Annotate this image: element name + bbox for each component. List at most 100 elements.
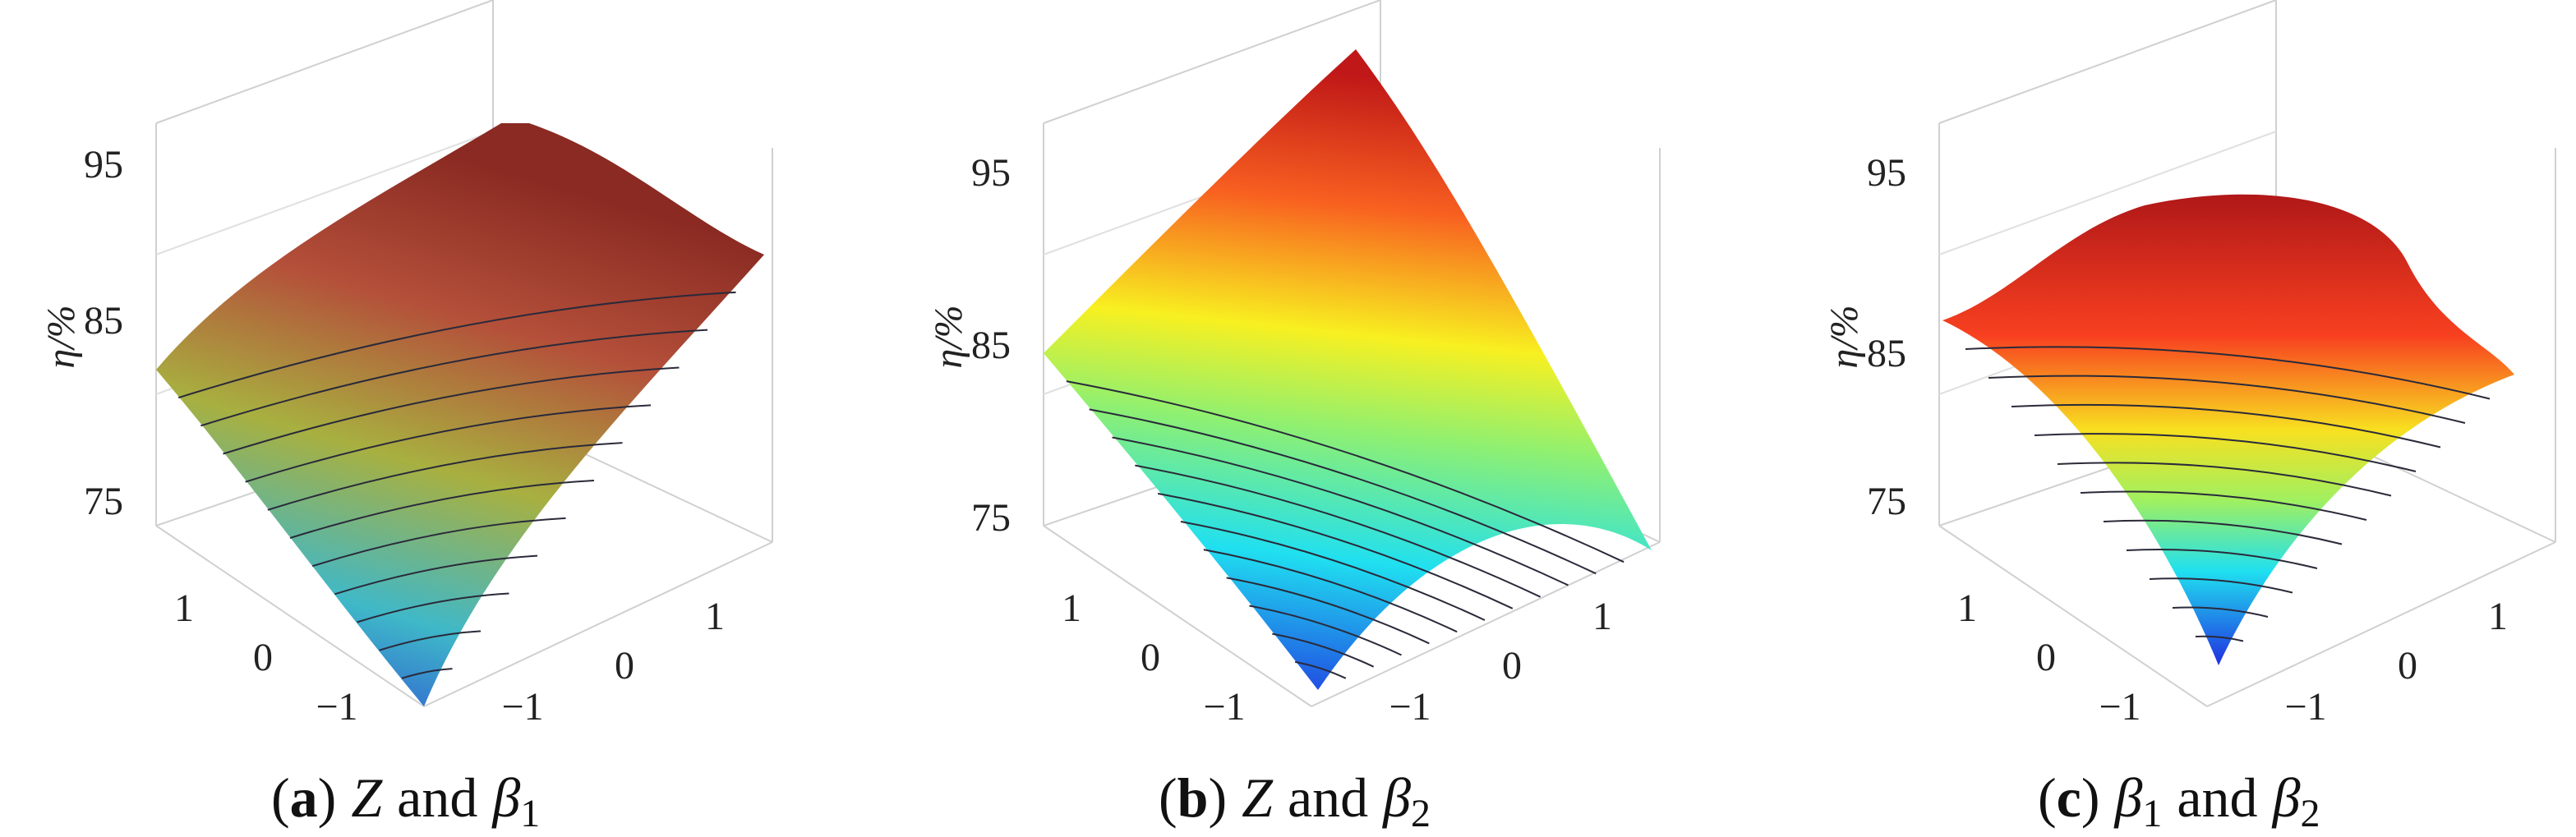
contour-line: [1180, 521, 1486, 621]
caption-part: a: [290, 766, 318, 829]
right-tick-label: −1: [2284, 685, 2326, 729]
contour-line: [2057, 462, 2392, 497]
caption-part: 1: [520, 792, 540, 835]
z-tick-label: 75: [84, 480, 123, 523]
caption-part: and: [1288, 766, 1368, 829]
contour-line: [401, 668, 453, 679]
contour-line: [200, 329, 708, 427]
contour-line: [1112, 436, 1569, 586]
contour-line: [245, 404, 652, 483]
contour-line: [1249, 605, 1402, 656]
z-tick-label: 85: [1867, 332, 1906, 375]
z-axis-label: η/%: [927, 305, 970, 368]
box-line: [155, 0, 494, 124]
contour-line: [2080, 490, 2367, 521]
grid-line: [1938, 131, 2277, 255]
right-tick-label: 0: [615, 644, 634, 688]
box-line: [1311, 541, 1661, 707]
caption-part: β: [1381, 766, 1411, 829]
right-tick-label: 0: [1502, 644, 1522, 688]
box-line: [1938, 525, 2208, 707]
contour-line: [1157, 492, 1514, 609]
surface: [156, 123, 764, 706]
contour-line: [357, 592, 509, 623]
contour-line: [1203, 549, 1458, 633]
right-tick-label: 1: [705, 595, 725, 638]
contour-line: [2126, 549, 2318, 569]
caption-part: (: [2038, 766, 2057, 829]
z-axis-label: η/%: [1823, 305, 1866, 368]
contour-line: [2195, 635, 2244, 642]
contour-line: [311, 517, 566, 568]
contour-line: [1988, 375, 2466, 424]
caption-part: ): [1208, 766, 1227, 829]
contour-line: [1226, 577, 1430, 645]
z-tick-label: 95: [1867, 151, 1906, 195]
left-tick-label: 1: [174, 586, 194, 630]
surface: [1044, 49, 1652, 690]
z-axis-label: η/%: [39, 305, 83, 368]
contour-line: [223, 366, 680, 455]
box-line: [423, 541, 773, 707]
left-tick-label: −1: [316, 685, 357, 729]
right-tick-label: 1: [2488, 595, 2508, 638]
right-tick-label: −1: [1389, 685, 1431, 729]
z-tick-label: 95: [971, 151, 1011, 195]
left-tick-label: 0: [1141, 636, 1160, 679]
contour-line: [1066, 380, 1624, 563]
caption-part: (: [1159, 766, 1177, 829]
box-line: [155, 525, 425, 707]
contour-line: [2172, 606, 2269, 618]
z-tick-label: 85: [84, 299, 123, 343]
contour-line: [177, 291, 736, 399]
caption: (c) β1 and β2: [2038, 766, 2320, 835]
caption-part: Z: [351, 766, 383, 829]
z-tick-label: 75: [1867, 480, 1906, 523]
left-tick-label: 1: [1957, 586, 1977, 630]
z-tick-label: 85: [971, 324, 1011, 367]
contour-line: [1294, 660, 1347, 679]
contour-line: [1089, 408, 1597, 575]
contour-line: [2149, 577, 2293, 594]
caption-part: 2: [2300, 792, 2320, 835]
right-tick-label: 1: [1592, 595, 1612, 638]
caption-part: and: [2177, 766, 2257, 829]
left-tick-label: −1: [2099, 685, 2141, 729]
left-tick-label: 0: [253, 636, 273, 679]
caption-part: ): [2081, 766, 2100, 829]
caption-part: β: [491, 766, 520, 829]
caption-part: Z: [1242, 766, 1274, 829]
box-line: [1043, 525, 1312, 707]
caption-part: ): [318, 766, 337, 829]
contour-line: [334, 554, 538, 596]
box-line: [2206, 541, 2556, 707]
contour-line: [1135, 464, 1541, 598]
contour-line: [2034, 433, 2417, 472]
caption-part: b: [1177, 766, 1209, 829]
contour-line: [289, 480, 595, 539]
left-tick-label: 0: [2036, 636, 2056, 679]
caption-part: 1: [2142, 792, 2162, 835]
contour-line: [267, 442, 623, 511]
left-tick-label: 1: [1062, 586, 1081, 630]
caption-part: and: [397, 766, 477, 829]
caption-part: β: [2271, 766, 2301, 829]
box-line: [1938, 0, 2277, 124]
contour-line: [1965, 346, 2491, 400]
grid-line: [155, 131, 494, 255]
right-tick-label: −1: [501, 685, 543, 729]
caption-part: 2: [1411, 792, 1431, 835]
contour-line: [1272, 632, 1375, 668]
right-tick-label: 0: [2398, 644, 2417, 688]
box-line: [1043, 0, 1381, 124]
contour-line: [2103, 519, 2343, 545]
caption-part: β: [2113, 766, 2143, 829]
